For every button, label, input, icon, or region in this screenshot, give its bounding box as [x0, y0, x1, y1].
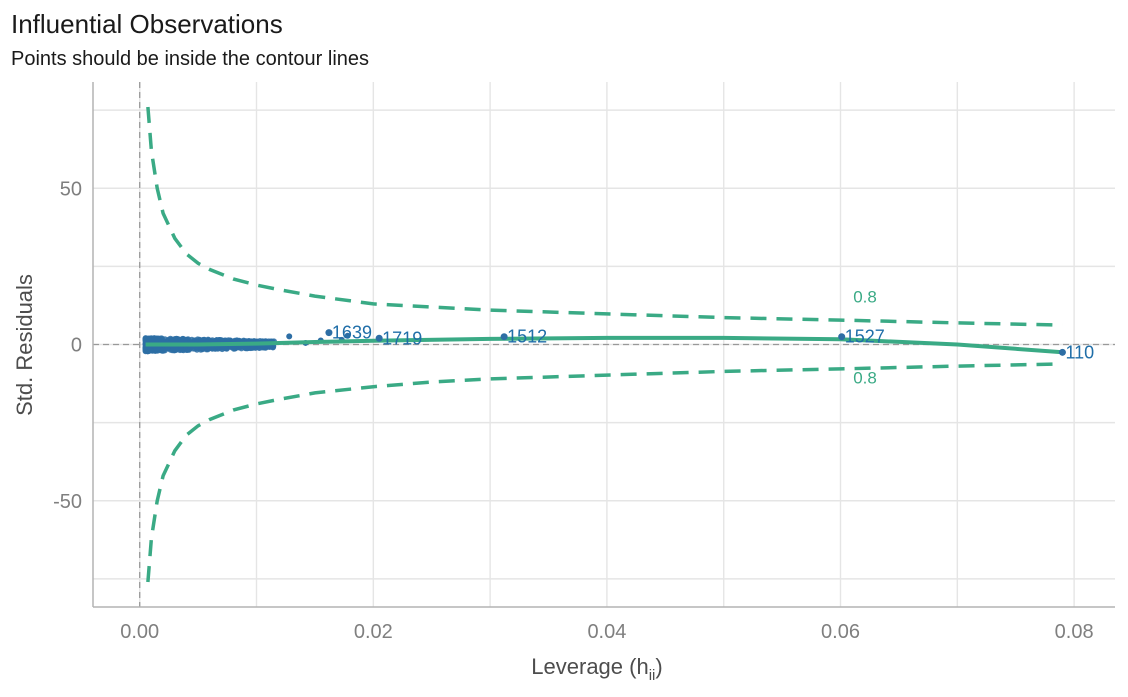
data-point [205, 337, 212, 344]
data-point [172, 345, 179, 352]
point-label: 110 [1065, 342, 1094, 362]
smooth-line-group [145, 335, 1063, 355]
data-point [201, 337, 207, 344]
contour-label-upper: 0.8 [853, 287, 877, 306]
x-axis-title-subscript: ii [649, 667, 656, 684]
data-point [217, 337, 224, 343]
contour-lower [146, 362, 1063, 583]
x-tick-label: 0.08 [1055, 621, 1094, 643]
x-tick-label: 0.02 [354, 621, 393, 643]
contour-label-lower: 0.8 [853, 369, 877, 388]
contour-lines: 0.8 0.8 [146, 106, 1063, 583]
axes [92, 82, 1115, 608]
highlighted-point [838, 333, 846, 341]
highlighted-point [325, 329, 333, 337]
point-label: 1512 [507, 327, 547, 347]
point-label: 1639 [332, 323, 372, 343]
data-point [344, 332, 351, 339]
data-point [177, 337, 183, 344]
highlighted-point [375, 334, 383, 342]
highlighted-point [1058, 348, 1066, 356]
x-tick-label: 0.04 [587, 621, 626, 643]
smooth-line [145, 335, 1063, 355]
data-point [222, 345, 229, 352]
data-point [286, 333, 293, 340]
y-axis-title: Std. Residuals [12, 274, 37, 416]
contour-upper [146, 106, 1063, 327]
x-tick-label: 0.06 [821, 621, 860, 643]
y-tick-label: -50 [53, 491, 82, 513]
y-tick-label: 0 [71, 335, 82, 357]
x-tick-label: 0.00 [120, 621, 159, 643]
data-point [242, 344, 249, 351]
x-axis-title-main: Leverage (h [531, 654, 648, 679]
highlighted-point [500, 333, 508, 341]
chart-title: Influential Observations [11, 9, 283, 39]
tick-labels: 0.00 0.02 0.04 0.06 0.08 -50 0 50 [53, 178, 1093, 643]
point-label: 1527 [845, 327, 885, 347]
chart-subtitle: Points should be inside the contour line… [11, 48, 369, 70]
data-point [145, 335, 152, 342]
data-point [192, 345, 199, 352]
y-tick-label: 50 [60, 178, 82, 200]
point-labels: 1639 1719 1512 1527 110 [325, 323, 1094, 362]
x-axis-title: Leverage (hii) [531, 654, 662, 684]
x-axis-title-close: ) [655, 654, 662, 679]
data-point [160, 347, 167, 354]
data-point [178, 346, 185, 353]
data-point [154, 335, 160, 342]
point-label: 1719 [382, 328, 422, 348]
